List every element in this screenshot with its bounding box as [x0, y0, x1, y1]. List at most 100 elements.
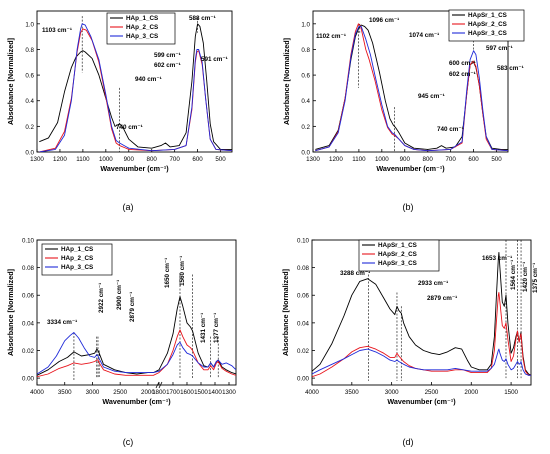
- y-tick-label: 0.4: [301, 98, 310, 105]
- x-tick-label: 1000: [375, 156, 389, 163]
- y-axis-title: Absorbance [Normalized]: [281, 269, 290, 356]
- panel-label: (a): [123, 202, 134, 212]
- legend-entry: HAp_3_CS: [126, 33, 158, 40]
- y-tick-label: 0.06: [297, 293, 310, 300]
- annotation-label: 1650 cm⁻¹: [164, 258, 171, 288]
- legend-entry: HApSr_3_CS: [468, 30, 507, 37]
- annotation-label: 1103 cm⁻¹: [42, 27, 72, 34]
- x-tick-label: 1100: [352, 156, 366, 163]
- x-tick-label: 500: [491, 156, 502, 163]
- x-axis-title: Wavenumber (cm⁻¹): [102, 397, 171, 406]
- y-tick-label: 0.08: [22, 265, 35, 272]
- y-axis-title: Absorbance [Normalized]: [282, 38, 291, 125]
- series-line: [39, 23, 232, 150]
- annotation-label: 940 cm⁻¹: [135, 76, 162, 83]
- legend-entry: HApSr_2_CS: [378, 251, 417, 258]
- x-tick-label: 1500: [504, 389, 518, 396]
- x-axis-title: Wavenumber (cm⁻¹): [387, 397, 456, 406]
- x-tick-label: 4000: [305, 389, 319, 396]
- x-tick-label: 1800: [152, 389, 166, 396]
- annotation-label: 1653 cm⁻¹: [482, 255, 512, 262]
- y-tick-label: 0.0: [25, 150, 34, 157]
- y-tick-label: 0.8: [25, 47, 34, 54]
- legend-entry: HApSr_2_CS: [468, 21, 507, 28]
- chart-panel: 0.00 0.02 0.04 0.06 0.08 0.10 4000 3500 3000 2500…: [6, 238, 237, 447]
- y-tick-label: 0.10: [297, 238, 310, 245]
- y-tick-label: 0.00: [297, 376, 310, 383]
- annotation-label: 2879 cm⁻¹: [427, 295, 457, 302]
- series-line: [315, 23, 508, 152]
- series-line: [312, 348, 531, 376]
- x-tick-label: 1000: [99, 156, 113, 163]
- y-tick-label: 0.0: [301, 150, 310, 157]
- plot-frame: [36, 10, 233, 153]
- y-tick-label: 0.02: [22, 348, 35, 355]
- x-tick-label: 800: [147, 156, 158, 163]
- y-tick-label: 0.4: [25, 98, 34, 105]
- annotation-label: 602 cm⁻¹: [449, 71, 476, 78]
- x-tick-label: 3500: [345, 389, 359, 396]
- x-tick-label: 2000: [464, 389, 478, 396]
- legend-entry: HApSr_1_CS: [378, 242, 417, 249]
- x-tick-label: 2500: [113, 389, 127, 396]
- axis-break-mark: [155, 381, 163, 389]
- legend-entry: HAp_1_CS: [126, 15, 158, 22]
- legend-entry: HApSr_3_CS: [378, 260, 417, 267]
- y-tick-label: 0.6: [25, 73, 34, 80]
- x-tick-label: 800: [423, 156, 434, 163]
- x-axis-title: Wavenumber (cm⁻¹): [100, 164, 169, 173]
- panel-label: (d): [403, 437, 414, 447]
- annotation-label: 3288 cm⁻¹: [340, 270, 370, 277]
- x-tick-label: 700: [169, 156, 180, 163]
- legend-entry: HApSr_1_CS: [468, 12, 507, 19]
- legend-entry: HAp_2_CS: [126, 24, 158, 31]
- y-tick-label: 1.0: [301, 21, 310, 28]
- annotation-label: 1096 cm⁻¹: [369, 17, 399, 24]
- plot-frame: [36, 239, 237, 386]
- annotation-label: 1560 cm⁻¹: [179, 256, 186, 286]
- legend-entry: HAp_2_CS: [61, 255, 93, 262]
- annotation-label: 602 cm⁻¹: [154, 62, 181, 69]
- annotation-label: 2922 cm⁻¹: [98, 283, 105, 313]
- annotation-label: 591 cm⁻¹: [201, 56, 228, 63]
- x-tick-label: 3500: [58, 389, 72, 396]
- x-tick-label: 4000: [30, 389, 44, 396]
- x-tick-label: 1200: [329, 156, 343, 163]
- x-tick-label: 500: [215, 156, 226, 163]
- x-tick-label: 3000: [86, 389, 100, 396]
- annotation-label: 588 cm⁻¹: [189, 15, 216, 22]
- y-tick-label: 0.02: [297, 348, 310, 355]
- annotation-label: 1420 cm⁻¹: [522, 262, 529, 292]
- x-tick-label: 600: [192, 156, 203, 163]
- x-tick-label: 2500: [425, 389, 439, 396]
- x-tick-label: 1200: [53, 156, 67, 163]
- x-tick-label: 700: [445, 156, 456, 163]
- annotation-label: 1431 cm⁻¹: [200, 313, 207, 343]
- annotation-label: 2933 cm⁻¹: [418, 280, 448, 287]
- x-tick-label: 2000: [141, 389, 155, 396]
- panel-label: (c): [123, 437, 134, 447]
- chart-panel: 0.0 0.2 0.4 0.6 0.8 1.0 1300 1200 1100 1000 900 800…: [6, 10, 233, 212]
- series-line: [315, 25, 508, 152]
- annotation-label: 1074 cm⁻¹: [409, 32, 439, 39]
- annotation-label: 3334 cm⁻¹: [47, 319, 77, 326]
- y-tick-label: 0.8: [301, 47, 310, 54]
- y-tick-label: 1.0: [25, 21, 34, 28]
- x-tick-label: 900: [400, 156, 411, 163]
- annotation-label: 599 cm⁻¹: [154, 52, 181, 59]
- x-tick-label: 1300: [222, 389, 236, 396]
- y-tick-label: 0.04: [297, 320, 310, 327]
- x-tick-label: 600: [468, 156, 479, 163]
- y-tick-label: 0.00: [22, 376, 35, 383]
- x-tick-label: 3000: [385, 389, 399, 396]
- annotation-label: 2879 cm⁻¹: [129, 292, 136, 322]
- annotation-label: 945 cm⁻¹: [418, 93, 445, 100]
- series-line: [39, 23, 232, 152]
- y-axis-title: Absorbance [Normalized]: [6, 269, 15, 356]
- y-tick-label: 0.6: [301, 73, 310, 80]
- annotation-label: 1102 cm⁻¹: [316, 33, 346, 40]
- y-tick-label: 0.04: [22, 320, 35, 327]
- y-tick-label: 0.06: [22, 293, 35, 300]
- y-tick-label: 0.2: [25, 124, 34, 131]
- y-tick-label: 0.08: [297, 265, 310, 272]
